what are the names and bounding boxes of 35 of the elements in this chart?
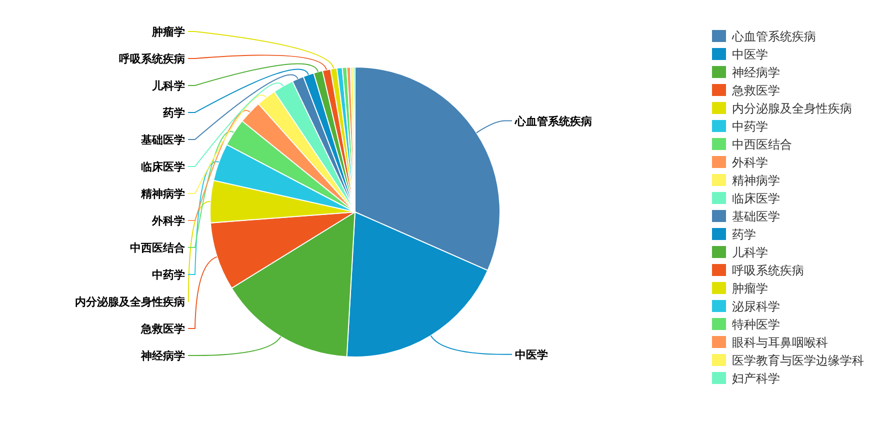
legend-label: 肿瘤学 bbox=[732, 282, 768, 296]
legend-label: 药学 bbox=[732, 228, 756, 242]
legend-label: 精神病学 bbox=[732, 174, 780, 188]
legend-label: 泌尿科学 bbox=[732, 300, 780, 314]
legend-label: 中西医结合 bbox=[732, 138, 792, 152]
slice-label: 中西医结合 bbox=[130, 241, 186, 254]
slice-label: 内分泌腺及全身性疾病 bbox=[75, 295, 185, 308]
slice-label: 精神病学 bbox=[140, 187, 185, 200]
slice-label: 肿瘤学 bbox=[151, 25, 185, 38]
legend-label: 中医学 bbox=[732, 48, 768, 62]
legend-label: 妇产科学 bbox=[732, 372, 780, 386]
slice-label: 临床医学 bbox=[141, 160, 185, 174]
legend-label: 内分泌腺及全身性疾病 bbox=[732, 102, 852, 116]
legend-label: 中药学 bbox=[732, 120, 768, 134]
slice-label: 急救医学 bbox=[140, 322, 185, 336]
legend-label: 特种医学 bbox=[732, 318, 780, 332]
slice-label: 呼吸系统疾病 bbox=[119, 52, 185, 66]
slice-label: 中药学 bbox=[152, 268, 185, 282]
slice-label: 心血管系统疾病 bbox=[514, 114, 592, 128]
slice-label: 基础医学 bbox=[140, 133, 185, 146]
slice-label: 外科学 bbox=[151, 214, 185, 228]
legend-label: 心血管系统疾病 bbox=[731, 30, 816, 44]
slice-label: 中医学 bbox=[515, 348, 548, 362]
legend-label: 眼科与耳鼻咽喉科 bbox=[732, 336, 828, 350]
legend-label: 医学教育与医学边缘学科 bbox=[732, 354, 864, 368]
legend-label: 儿科学 bbox=[732, 246, 768, 260]
slice-label: 儿科学 bbox=[151, 79, 185, 92]
slice-label: 药学 bbox=[162, 106, 185, 120]
slice-label: 神经病学 bbox=[140, 349, 185, 362]
legend-label: 呼吸系统疾病 bbox=[732, 264, 804, 278]
legend-label: 外科学 bbox=[732, 156, 768, 170]
legend-label: 神经病学 bbox=[732, 66, 780, 80]
legend-label: 急救医学 bbox=[731, 84, 780, 98]
legend-label: 基础医学 bbox=[732, 210, 780, 224]
legend-label: 临床医学 bbox=[732, 192, 780, 206]
